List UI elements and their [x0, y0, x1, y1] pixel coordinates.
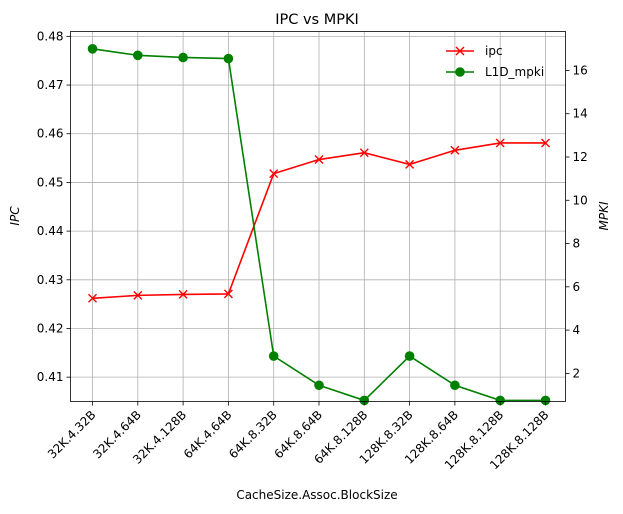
data-point [178, 289, 188, 299]
y-left-tick-label: 0.41 [37, 370, 64, 384]
data-point [450, 145, 460, 155]
data-point [268, 351, 279, 361]
data-point [314, 155, 324, 165]
y-right-tick-label: 16 [573, 63, 588, 77]
y-axis-left: 0.41 0.42 0.43 0.44 0.45 0.46 0.47 0.48 [37, 29, 71, 384]
y-right-tick-label: 10 [573, 193, 588, 207]
y-right-tick-label: 8 [573, 237, 581, 251]
x-axis-title: CacheSize.Assoc.BlockSize [236, 488, 397, 502]
data-point [269, 169, 279, 179]
legend-label: ipc [485, 44, 503, 58]
y-axis-right-title: MPKI [597, 201, 611, 230]
y-axis-left-title: IPC [8, 206, 22, 226]
y-right-tick-label: 6 [573, 280, 581, 294]
data-point [495, 138, 505, 148]
data-point [404, 351, 415, 361]
data-point [178, 52, 188, 63]
y-left-tick-label: 0.47 [37, 78, 64, 92]
x-tick-label: 64K.8.32B [226, 408, 280, 462]
series-l1d-mpki [87, 44, 551, 406]
y-right-tick-label: 14 [573, 107, 588, 121]
y-left-tick-label: 0.46 [37, 127, 64, 141]
data-point [314, 380, 324, 391]
y-right-tick-label: 12 [573, 150, 588, 164]
data-point [133, 290, 143, 300]
data-point [87, 44, 98, 54]
y-left-tick-label: 0.44 [37, 224, 64, 238]
legend-marker [455, 46, 465, 56]
x-tick-label: 64K.4.64B [181, 408, 235, 462]
series-ipc [88, 138, 550, 303]
legend-item: L1D_mpki [446, 65, 544, 79]
legend: ipc L1D_mpki [446, 44, 544, 79]
y-right-tick-label: 2 [573, 366, 581, 380]
data-point [450, 380, 460, 391]
x-tick-label: 32K.4.32B [45, 408, 99, 462]
data-point [133, 50, 143, 61]
plot-frame [70, 31, 566, 402]
data-point [223, 53, 234, 64]
grid-lines [70, 31, 566, 402]
data-point [88, 293, 97, 303]
legend-item: ipc [446, 44, 503, 58]
chart-title: IPC vs MPKI [275, 12, 359, 28]
y-left-tick-label: 0.42 [37, 321, 64, 335]
data-point [541, 138, 550, 148]
y-left-tick-label: 0.45 [37, 175, 64, 189]
y-left-tick-label: 0.48 [37, 29, 64, 43]
y-axis-right: 2 4 6 8 10 12 14 16 [565, 63, 588, 380]
series-layer [87, 44, 551, 406]
x-axis: 32K.4.32B32K.4.64B32K.4.128B64K.4.64B64K… [45, 401, 552, 472]
data-point [405, 159, 415, 169]
y-left-tick-label: 0.43 [37, 273, 64, 287]
legend-marker [455, 67, 465, 77]
y-right-tick-label: 4 [573, 323, 581, 337]
legend-label: L1D_mpki [485, 65, 544, 79]
data-point [223, 289, 233, 299]
data-point [359, 148, 369, 158]
